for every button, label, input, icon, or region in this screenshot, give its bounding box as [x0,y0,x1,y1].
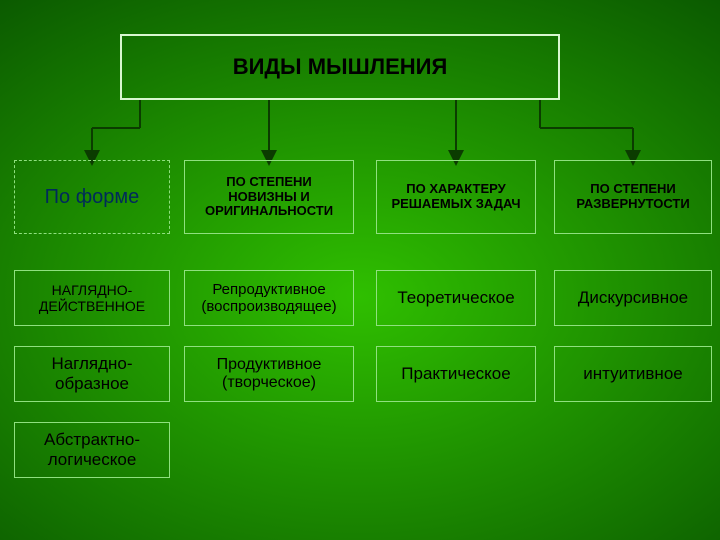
cat-novelty-label: ПО СТЕПЕНИ НОВИЗНЫ И ОРИГИНАЛЬНОСТИ [191,175,347,220]
i-dep-2: интуитивное [554,346,712,402]
i-form-2-label: Наглядно-образное [21,354,163,393]
i-form-3-label: Абстрактно-логическое [21,430,163,469]
cat-tasks-label: ПО ХАРАКТЕРУ РЕШАЕМЫХ ЗАДАЧ [383,182,529,212]
cat-form: По форме [14,160,170,234]
i-task-1-label: Теоретическое [397,288,514,308]
i-task-1: Теоретическое [376,270,536,326]
cat-tasks: ПО ХАРАКТЕРУ РЕШАЕМЫХ ЗАДАЧ [376,160,536,234]
i-form-1: НАГЛЯДНО-ДЕЙСТВЕННОЕ [14,270,170,326]
i-task-2: Практическое [376,346,536,402]
i-dep-1: Дискурсивное [554,270,712,326]
i-form-3: Абстрактно-логическое [14,422,170,478]
i-form-2: Наглядно-образное [14,346,170,402]
i-dep-1-label: Дискурсивное [578,288,688,308]
i-nov-1-label: Репродуктивное (воспроизводящее) [191,281,347,316]
i-task-2-label: Практическое [401,364,510,384]
diagram-stage: ВИДЫ МЫШЛЕНИЯ По форме ПО СТЕПЕНИ НОВИЗНЫ… [0,0,720,540]
i-nov-2-label: Продуктивное (творческое) [191,356,347,393]
cat-deploy: ПО СТЕПЕНИ РАЗВЕРНУТОСТИ [554,160,712,234]
cat-novelty: ПО СТЕПЕНИ НОВИЗНЫ И ОРИГИНАЛЬНОСТИ [184,160,354,234]
title-box: ВИДЫ МЫШЛЕНИЯ [120,34,560,100]
i-form-1-label: НАГЛЯДНО-ДЕЙСТВЕННОЕ [21,282,163,314]
title-text: ВИДЫ МЫШЛЕНИЯ [233,54,448,79]
i-nov-1: Репродуктивное (воспроизводящее) [184,270,354,326]
cat-form-label: По форме [45,186,140,209]
cat-deploy-label: ПО СТЕПЕНИ РАЗВЕРНУТОСТИ [561,182,705,212]
i-nov-2: Продуктивное (творческое) [184,346,354,402]
i-dep-2-label: интуитивное [583,364,682,384]
